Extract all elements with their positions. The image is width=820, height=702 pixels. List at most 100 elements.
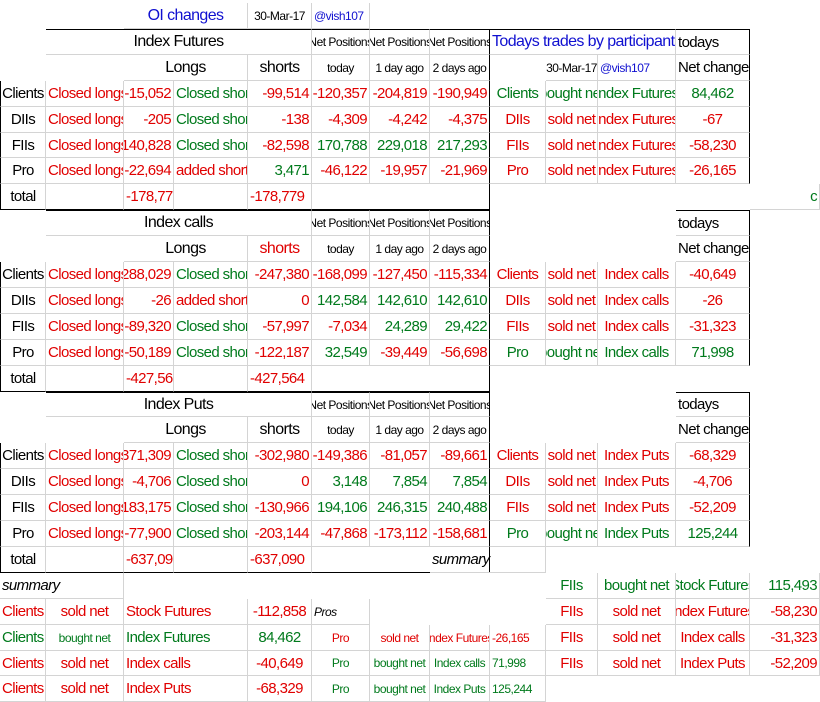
- empty-cell[interactable]: [312, 547, 490, 573]
- participant-label[interactable]: Pro: [0, 158, 46, 184]
- fii-value[interactable]: -31,323: [750, 625, 820, 651]
- net-2day[interactable]: 217,293: [430, 133, 490, 158]
- trade-participant[interactable]: DIIs: [490, 107, 546, 133]
- longs-value[interactable]: -205: [124, 107, 174, 133]
- participant-label[interactable]: Clients: [0, 262, 46, 288]
- pro-value[interactable]: 71,998: [490, 651, 546, 676]
- net-today[interactable]: -120,357: [312, 81, 370, 107]
- longs-action[interactable]: Closed longs: [46, 262, 124, 288]
- fii-instrument[interactable]: Stock Futures: [676, 573, 750, 599]
- pro-participant[interactable]: Pro: [312, 625, 370, 651]
- shorts-action[interactable]: Closed shorts: [174, 107, 248, 133]
- day-header[interactable]: today: [312, 55, 370, 81]
- longs-value[interactable]: -183,175: [124, 495, 174, 521]
- shorts-action[interactable]: Closed shorts: [174, 495, 248, 521]
- net-2day[interactable]: -115,334: [430, 262, 490, 288]
- net-today[interactable]: -47,868: [312, 521, 370, 547]
- net-1day[interactable]: 142,610: [370, 288, 430, 314]
- trade-action[interactable]: sold net: [546, 262, 598, 288]
- participant-label[interactable]: Clients: [0, 81, 46, 107]
- shorts-value[interactable]: -138: [248, 107, 312, 133]
- shorts-header[interactable]: shorts: [248, 55, 312, 81]
- section-title-futures[interactable]: Index Futures: [46, 29, 312, 55]
- day-header[interactable]: today: [312, 236, 370, 262]
- longs-action[interactable]: Closed longs: [46, 469, 124, 495]
- net-positions-header[interactable]: Net Positions: [430, 392, 490, 417]
- longs-action[interactable]: Closed longs: [46, 158, 124, 184]
- day-header[interactable]: today: [312, 417, 370, 443]
- longs-value[interactable]: -288,029: [124, 262, 174, 288]
- net-1day[interactable]: 7,854: [370, 469, 430, 495]
- shorts-action[interactable]: Closed shorts: [174, 340, 248, 366]
- fii-action[interactable]: sold net: [598, 651, 676, 676]
- trade-net-change[interactable]: -26: [676, 288, 750, 314]
- pro-instrument[interactable]: Index Puts: [430, 676, 490, 702]
- net-1day[interactable]: -204,819: [370, 81, 430, 107]
- shorts-value[interactable]: -302,980: [248, 443, 312, 469]
- longs-action[interactable]: Closed longs: [46, 81, 124, 107]
- net-2day[interactable]: 7,854: [430, 469, 490, 495]
- trade-participant[interactable]: Pro: [490, 521, 546, 547]
- participant-label[interactable]: DIIs: [0, 107, 46, 133]
- net-1day[interactable]: 24,289: [370, 314, 430, 340]
- summary-value[interactable]: 84,462: [248, 625, 312, 651]
- summary-action[interactable]: bought net: [46, 625, 124, 651]
- net-today[interactable]: -149,386: [312, 443, 370, 469]
- pro-participant[interactable]: Pro: [312, 651, 370, 676]
- trade-instrument[interactable]: Index calls: [598, 262, 676, 288]
- longs-value[interactable]: -371,309: [124, 443, 174, 469]
- pro-instrument[interactable]: Index calls: [430, 651, 490, 676]
- day-header[interactable]: 1 day ago: [370, 236, 430, 262]
- todays-header[interactable]: todays: [676, 210, 750, 236]
- net-2day[interactable]: -21,969: [430, 158, 490, 184]
- empty-cell[interactable]: [312, 184, 490, 210]
- todays-header[interactable]: todays: [676, 392, 750, 417]
- day-header[interactable]: 2 days ago: [430, 236, 490, 262]
- trade-instrument[interactable]: Index Puts: [598, 443, 676, 469]
- net-positions-header[interactable]: Net Positions: [430, 29, 490, 55]
- trade-participant[interactable]: Clients: [490, 443, 546, 469]
- net-positions-header[interactable]: Net Positions: [430, 210, 490, 236]
- net-change-header[interactable]: Net change: [676, 55, 750, 81]
- shorts-value[interactable]: -99,514: [248, 81, 312, 107]
- net-2day[interactable]: -89,661: [430, 443, 490, 469]
- fii-value[interactable]: -52,209: [750, 651, 820, 676]
- section-title-calls[interactable]: Index calls: [46, 210, 312, 236]
- trade-net-change[interactable]: -68,329: [676, 443, 750, 469]
- longs-value[interactable]: -50,189: [124, 340, 174, 366]
- longs-header[interactable]: Longs: [124, 417, 248, 443]
- trade-participant[interactable]: FIIs: [490, 495, 546, 521]
- summary-participant[interactable]: Clients: [0, 625, 46, 651]
- net-today[interactable]: -168,099: [312, 262, 370, 288]
- net-1day[interactable]: 246,315: [370, 495, 430, 521]
- shorts-value[interactable]: -203,144: [248, 521, 312, 547]
- participant-label[interactable]: DIIs: [0, 469, 46, 495]
- pro-action[interactable]: sold net: [370, 625, 430, 651]
- trade-instrument[interactable]: Index Puts: [598, 521, 676, 547]
- trade-instrument[interactable]: Index Futures: [598, 81, 676, 107]
- total-label[interactable]: total: [0, 366, 46, 392]
- pro-action[interactable]: bought net: [370, 651, 430, 676]
- net-today[interactable]: -4,309: [312, 107, 370, 133]
- shorts-action[interactable]: added shorts: [174, 158, 248, 184]
- longs-action[interactable]: Closed longs: [46, 521, 124, 547]
- net-positions-header[interactable]: Net Positions: [370, 210, 430, 236]
- participant-label[interactable]: Pro: [0, 340, 46, 366]
- shorts-header[interactable]: shorts: [248, 417, 312, 443]
- title-date[interactable]: 30-Mar-17: [248, 3, 312, 29]
- net-2day[interactable]: 29,422: [430, 314, 490, 340]
- trade-net-change[interactable]: -31,323: [676, 314, 750, 340]
- longs-action[interactable]: Closed longs: [46, 340, 124, 366]
- longs-action[interactable]: Closed longs: [46, 443, 124, 469]
- total-shorts[interactable]: -637,090: [248, 547, 312, 573]
- trade-net-change[interactable]: 125,244: [676, 521, 750, 547]
- trade-net-change[interactable]: -52,209: [676, 495, 750, 521]
- net-positions-header[interactable]: Net Positions: [312, 29, 370, 55]
- pro-participant[interactable]: Pro: [312, 676, 370, 702]
- participant-label[interactable]: DIIs: [0, 288, 46, 314]
- empty-cell[interactable]: [312, 366, 490, 392]
- trade-action[interactable]: sold net: [546, 107, 598, 133]
- shorts-action[interactable]: added shorts: [174, 288, 248, 314]
- total-longs[interactable]: -637,090: [124, 547, 174, 573]
- participant-label[interactable]: FIIs: [0, 133, 46, 158]
